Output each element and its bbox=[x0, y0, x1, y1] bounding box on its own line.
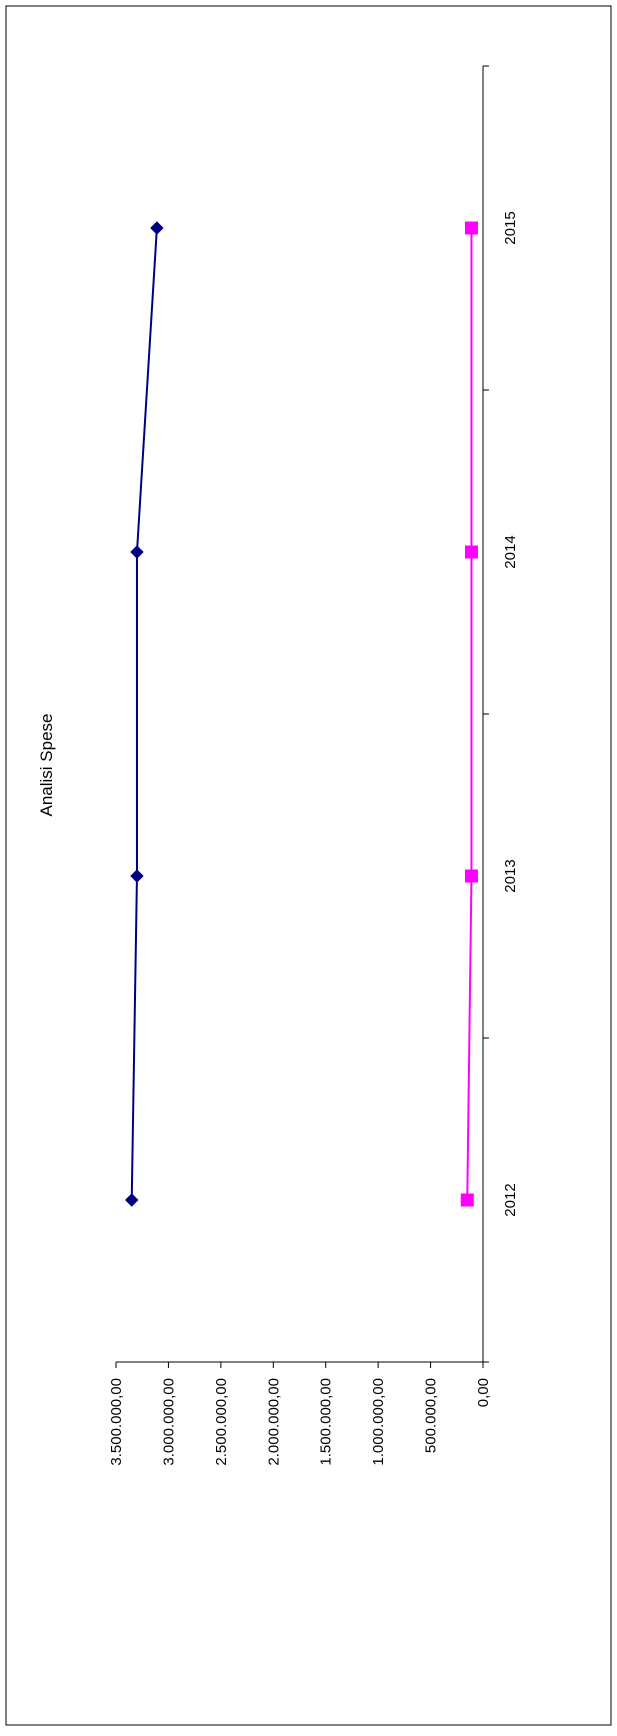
category-label: 2012 bbox=[502, 1183, 519, 1216]
category-label: 2015 bbox=[502, 211, 519, 244]
value-tick-label: 500.000,00 bbox=[423, 1378, 440, 1453]
value-tick-label: 3.500.000,00 bbox=[108, 1378, 125, 1466]
data-point-square bbox=[460, 1193, 474, 1207]
axes bbox=[115, 65, 489, 1368]
value-tick-label: 0,00 bbox=[475, 1378, 492, 1407]
series-layer bbox=[125, 221, 478, 1207]
data-point-square bbox=[464, 869, 478, 883]
data-point-diamond bbox=[150, 221, 164, 235]
data-point-diamond bbox=[125, 1193, 139, 1207]
data-point-diamond bbox=[130, 545, 144, 559]
value-tick-label: 2.500.000,00 bbox=[213, 1378, 230, 1466]
category-label: 2013 bbox=[502, 859, 519, 892]
data-point-square bbox=[464, 221, 478, 235]
value-tick-label: 1.500.000,00 bbox=[318, 1378, 335, 1466]
labels-layer: 0,00 500.000,00 1.000.000,00 1.500.000,00 2.… bbox=[108, 211, 519, 1465]
chart-title: Analisi Spese bbox=[37, 713, 56, 816]
series-line-2 bbox=[466, 228, 473, 1201]
value-tick-label: 3.000.000,00 bbox=[160, 1378, 177, 1466]
chart-frame bbox=[5, 5, 612, 1726]
value-tick-label: 1.000.000,00 bbox=[370, 1378, 387, 1466]
series-line-1 bbox=[130, 227, 158, 1201]
data-point-square bbox=[464, 545, 478, 559]
value-tick-label: 2.000.000,00 bbox=[265, 1378, 282, 1466]
data-point-diamond bbox=[130, 869, 144, 883]
category-label: 2014 bbox=[502, 535, 519, 568]
